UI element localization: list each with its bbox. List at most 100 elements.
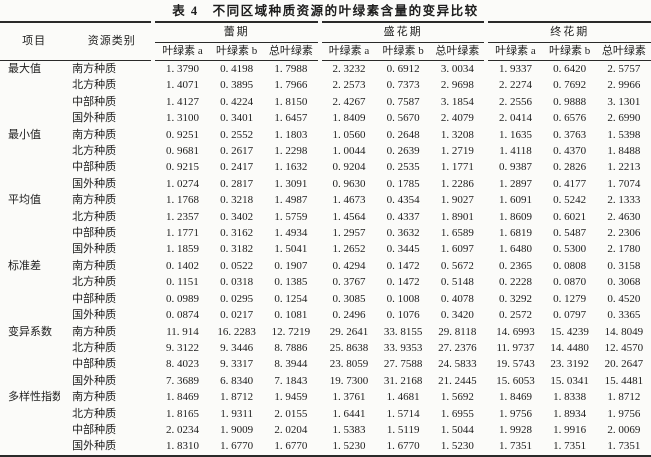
value-cell: 0. 0217 bbox=[220, 309, 254, 322]
value-cell: 0. 5487 bbox=[553, 227, 587, 240]
value-cell: 1. 0560 bbox=[332, 128, 366, 141]
value-cell: 15. 4481 bbox=[604, 374, 644, 387]
table-title: 表 4 不同区域种质资源的叶绿素含量的变异比较 bbox=[172, 4, 479, 18]
table-row: 北方种质 1. 2357 0. 3402 1. 5759 1. 4564 0. 4337 1… bbox=[0, 209, 651, 225]
value-cell: 1. 4934 bbox=[274, 227, 308, 240]
table-body: 最大值 南方种质 1. 3790 0. 4198 1. 7988 2. 3232 0. 69… bbox=[0, 61, 651, 456]
value-cell: 0. 3895 bbox=[220, 79, 254, 92]
value-cell: 2. 0155 bbox=[274, 407, 308, 420]
value-cell: 14. 6993 bbox=[496, 325, 535, 338]
value-cell: 1. 5230 bbox=[440, 440, 474, 453]
value-cell: 0. 0522 bbox=[220, 259, 254, 272]
sub-header-row: 叶绿素 a 叶绿素 b 总叶绿素 叶绿素 a 叶绿素 b 总叶绿素 叶绿素 a … bbox=[0, 42, 651, 61]
value-cell: 1. 6955 bbox=[440, 407, 474, 420]
value-cell: 0. 0318 bbox=[220, 276, 254, 289]
value-cell: 2. 0069 bbox=[607, 423, 641, 436]
value-cell: 1. 2897 bbox=[498, 177, 532, 190]
value-cell: 2. 0234 bbox=[166, 423, 200, 436]
value-cell: 0. 3767 bbox=[332, 276, 366, 289]
value-cell: 0. 1151 bbox=[166, 276, 199, 289]
value-cell: 2. 0204 bbox=[274, 423, 308, 436]
value-cell: 1. 4564 bbox=[332, 210, 366, 223]
value-cell: 1. 8338 bbox=[553, 391, 587, 404]
value-cell: 1. 6589 bbox=[440, 227, 474, 240]
col-header-total-chl: 总叶绿素 bbox=[430, 42, 485, 61]
category-label: 南方种质 bbox=[72, 63, 117, 75]
table-row: 中部种质 0. 9215 0. 2417 1. 1632 0. 9204 0. 2535 1… bbox=[0, 159, 651, 175]
value-cell: 15. 0341 bbox=[550, 374, 589, 387]
stat-label bbox=[0, 356, 60, 372]
value-cell: 9. 3122 bbox=[166, 341, 200, 354]
value-cell: 1. 3761 bbox=[332, 391, 366, 404]
value-cell: 1. 1803 bbox=[274, 128, 308, 141]
value-cell: 1. 1859 bbox=[166, 243, 200, 256]
value-cell: 1. 9916 bbox=[553, 423, 587, 436]
value-cell: 0. 0797 bbox=[553, 309, 587, 322]
value-cell: 1. 6091 bbox=[498, 194, 532, 207]
value-cell: 11. 9737 bbox=[496, 341, 535, 354]
value-cell: 25. 8638 bbox=[329, 341, 369, 354]
value-cell: 1. 2298 bbox=[274, 145, 308, 158]
value-cell: 0. 1907 bbox=[274, 259, 308, 272]
stat-label bbox=[0, 422, 60, 438]
value-cell: 0. 9204 bbox=[332, 161, 366, 174]
value-cell: 0. 9387 bbox=[498, 161, 532, 174]
stat-label bbox=[0, 225, 60, 241]
value-cell: 1. 8609 bbox=[498, 210, 532, 223]
value-cell: 0. 2648 bbox=[386, 128, 420, 141]
col-header-item: 项目 bbox=[0, 21, 61, 61]
value-cell: 33. 8155 bbox=[383, 325, 423, 338]
value-cell: 7. 3689 bbox=[166, 374, 200, 387]
value-cell: 0. 7692 bbox=[553, 79, 587, 92]
value-cell: 0. 3365 bbox=[607, 309, 641, 322]
stat-label bbox=[0, 110, 60, 126]
value-cell: 0. 5670 bbox=[386, 112, 420, 125]
value-cell: 0. 0989 bbox=[166, 292, 200, 305]
value-cell: 2. 3232 bbox=[332, 63, 366, 75]
value-cell: 1. 8409 bbox=[332, 112, 366, 125]
table-row: 中部种质 0. 0989 0. 0295 0. 1254 0. 3085 0. 1008 0… bbox=[0, 291, 651, 307]
value-cell: 0. 7587 bbox=[386, 95, 420, 108]
value-cell: 0. 4198 bbox=[220, 63, 254, 75]
table-row: 国外种质 0. 0874 0. 0217 0. 1081 0. 2496 0. 1076 0… bbox=[0, 307, 651, 323]
value-cell: 1. 5692 bbox=[440, 391, 474, 404]
value-cell: 2. 4630 bbox=[607, 210, 641, 223]
col-header-chl-b: 叶绿素 b bbox=[376, 42, 431, 61]
value-cell: 1. 7988 bbox=[274, 63, 308, 75]
value-cell: 0. 6576 bbox=[553, 112, 587, 125]
table-row: 平均值 南方种质 1. 1768 0. 3218 1. 4987 1. 4673 0. 43… bbox=[0, 192, 651, 208]
value-cell: 1. 0044 bbox=[332, 145, 366, 158]
value-cell: 1. 9459 bbox=[274, 391, 308, 404]
value-cell: 7. 1843 bbox=[274, 374, 308, 387]
value-cell: 0. 9630 bbox=[332, 177, 366, 190]
value-cell: 23. 8059 bbox=[329, 358, 369, 371]
stat-label bbox=[0, 373, 60, 389]
value-cell: 9. 3446 bbox=[220, 341, 254, 354]
value-cell: 1. 4681 bbox=[386, 391, 420, 404]
value-cell: 0. 1254 bbox=[274, 292, 308, 305]
value-cell: 0. 2496 bbox=[332, 309, 366, 322]
value-cell: 1. 6770 bbox=[386, 440, 420, 453]
category-label: 北方种质 bbox=[72, 276, 117, 289]
category-label: 南方种质 bbox=[72, 194, 117, 207]
col-header-chl-a: 叶绿素 a bbox=[155, 42, 210, 61]
value-cell: 1. 7966 bbox=[274, 79, 308, 92]
value-cell: 3. 0034 bbox=[440, 63, 474, 75]
col-header-chl-a: 叶绿素 a bbox=[321, 42, 377, 61]
value-cell: 1. 1768 bbox=[166, 194, 200, 207]
value-cell: 2. 5757 bbox=[607, 63, 641, 75]
table-row: 北方种质 9. 3122 9. 3446 8. 7886 25. 8638 33. 935… bbox=[0, 340, 651, 356]
value-cell: 0. 2228 bbox=[498, 276, 532, 289]
category-label: 国外种质 bbox=[72, 309, 117, 322]
col-header-chl-b: 叶绿素 b bbox=[542, 42, 597, 61]
value-cell: 1. 1771 bbox=[166, 227, 200, 240]
value-cell: 14. 8049 bbox=[604, 325, 644, 338]
value-cell: 0. 5148 bbox=[440, 276, 474, 289]
table-row: 国外种质 1. 3100 0. 3401 1. 6457 1. 8409 0. 5670 2… bbox=[0, 110, 651, 126]
category-label: 中部种质 bbox=[72, 423, 117, 436]
table-row: 北方种质 1. 8165 1. 9311 2. 0155 1. 6441 1. 5714 1… bbox=[0, 406, 651, 422]
value-cell: 0. 2817 bbox=[220, 177, 254, 190]
value-cell: 1. 9756 bbox=[498, 407, 532, 420]
value-cell: 1. 1635 bbox=[498, 128, 532, 141]
